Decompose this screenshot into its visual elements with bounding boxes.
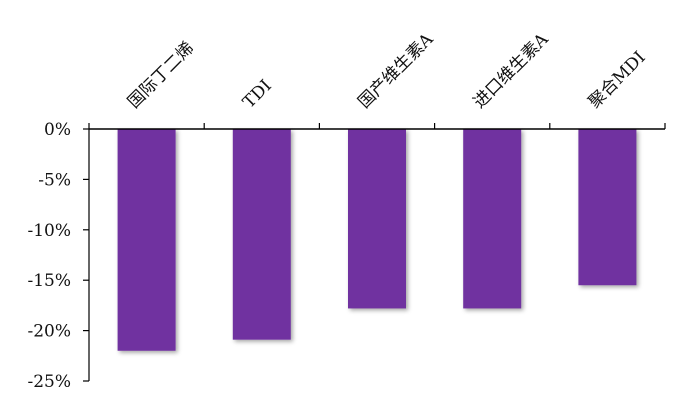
category-label: 进口维生素A: [470, 29, 553, 112]
category-label: 国产维生素A: [354, 29, 437, 112]
bars-group: [117, 129, 637, 351]
y-tick-label: -10%: [27, 221, 71, 241]
y-tick-label: -20%: [27, 322, 71, 342]
category-labels-group: 国际丁二烯 TDI 国产维生素A 进口维生素A 聚合MDI: [124, 29, 650, 112]
bar: [463, 129, 522, 309]
category-label: 聚合MDI: [585, 48, 650, 113]
y-tick-label: -5%: [38, 170, 71, 190]
y-ticks-group: 0% -5% -10% -15% -20% -25%: [27, 120, 89, 392]
y-tick-label: -15%: [27, 271, 71, 291]
bar: [578, 129, 637, 286]
y-tick-label: 0%: [44, 120, 71, 140]
x-ticks-group: [88, 123, 666, 129]
category-label: TDI: [239, 76, 276, 113]
bar: [117, 129, 176, 351]
y-tick-label: -25%: [27, 372, 71, 392]
bar: [232, 129, 291, 340]
bar: [348, 129, 406, 309]
category-label: 国际丁二烯: [124, 38, 198, 112]
